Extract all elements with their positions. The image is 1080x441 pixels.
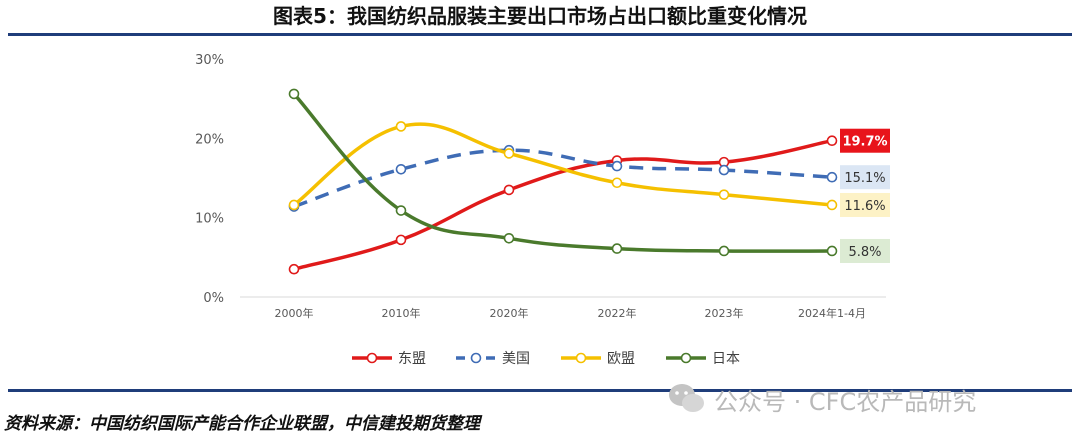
series-2 bbox=[288, 144, 838, 212]
legend-label: 日本 bbox=[712, 351, 740, 367]
end-value-label: 15.1% bbox=[840, 165, 890, 190]
x-tick-label: 2022年 bbox=[598, 306, 637, 320]
data-point bbox=[611, 243, 623, 254]
data-point bbox=[826, 135, 838, 147]
x-tick-label: 2000年 bbox=[275, 306, 314, 320]
data-point bbox=[826, 199, 838, 211]
y-tick-label: 20% bbox=[195, 132, 224, 147]
legend-label: 欧盟 bbox=[607, 351, 635, 367]
series-1 bbox=[288, 135, 838, 275]
end-label-box bbox=[840, 165, 890, 190]
data-point bbox=[395, 205, 407, 216]
data-point bbox=[288, 263, 300, 275]
x-axis: 2000年 2010年 2020年 2022年 2023年 2024年1-4月 bbox=[240, 296, 886, 320]
data-point bbox=[503, 232, 515, 244]
x-tick-label: 2023年 bbox=[705, 306, 744, 320]
legend-item: 东盟 bbox=[352, 351, 426, 367]
bottom-divider bbox=[8, 389, 1072, 392]
end-value-label: 5.8% bbox=[840, 238, 890, 263]
end-label-box bbox=[840, 238, 890, 263]
end-value-label: 19.7% bbox=[840, 128, 890, 153]
end-label-text: 11.6% bbox=[844, 199, 885, 214]
x-tick-label: 2010年 bbox=[382, 306, 421, 320]
series-line bbox=[293, 148, 833, 209]
legend-marker bbox=[680, 352, 692, 364]
data-point bbox=[395, 234, 407, 246]
data-point bbox=[718, 245, 730, 257]
legend-item: 美国 bbox=[456, 351, 530, 367]
end-label-box bbox=[840, 128, 890, 153]
watermark: 公众号 · CFC农产品研究 bbox=[668, 381, 976, 417]
end-label-text: 5.8% bbox=[848, 245, 881, 260]
series-line bbox=[292, 92, 834, 253]
data-point bbox=[718, 164, 730, 176]
y-tick-label: 10% bbox=[195, 212, 224, 227]
data-point bbox=[288, 88, 300, 100]
y-tick-label: 30% bbox=[195, 53, 224, 68]
end-value-label: 11.6% bbox=[840, 192, 890, 217]
end-label-text: 19.7% bbox=[842, 135, 887, 150]
data-point bbox=[288, 199, 300, 211]
data-point bbox=[503, 184, 515, 196]
series-4 bbox=[288, 88, 838, 257]
series-line bbox=[292, 122, 834, 207]
legend-label: 东盟 bbox=[398, 351, 426, 367]
data-point bbox=[395, 121, 407, 132]
series-layer bbox=[288, 88, 838, 275]
data-point bbox=[826, 245, 838, 257]
chat-bubble-icon bbox=[669, 384, 704, 412]
y-axis: 0% 10% 20% 30% bbox=[195, 53, 224, 306]
data-point bbox=[611, 160, 623, 172]
series-3 bbox=[288, 121, 838, 211]
series-line bbox=[292, 138, 834, 271]
watermark-text: 公众号 · CFC农产品研究 bbox=[714, 387, 977, 416]
data-point bbox=[611, 177, 623, 189]
end-label-layer: 19.7% 15.1% 11.6% 5.8% bbox=[840, 128, 890, 263]
legend-label: 美国 bbox=[502, 351, 530, 367]
x-tick-label: 2020年 bbox=[490, 306, 529, 320]
data-point bbox=[395, 163, 407, 175]
legend-item: 欧盟 bbox=[561, 351, 635, 367]
legend-item: 日本 bbox=[666, 351, 740, 367]
legend-marker bbox=[366, 352, 378, 364]
end-label-box bbox=[840, 192, 890, 217]
source-note: 资料来源：中国纺织国际产能合作企业联盟，中信建投期货整理 bbox=[4, 414, 480, 434]
end-label-text: 15.1% bbox=[844, 171, 885, 186]
data-point bbox=[503, 148, 515, 159]
y-tick-label: 0% bbox=[203, 291, 224, 306]
data-point bbox=[718, 189, 730, 200]
legend-marker bbox=[470, 352, 482, 364]
top-divider bbox=[8, 33, 1072, 36]
x-tick-label: 2024年1-4月 bbox=[798, 306, 866, 320]
legend: 东盟 美国 欧盟 日本 bbox=[352, 351, 740, 367]
data-point bbox=[826, 171, 838, 183]
legend-marker bbox=[575, 352, 587, 364]
chart-title: 图表5：我国纺织品服装主要出口市场占出口额比重变化情况 bbox=[273, 4, 807, 28]
